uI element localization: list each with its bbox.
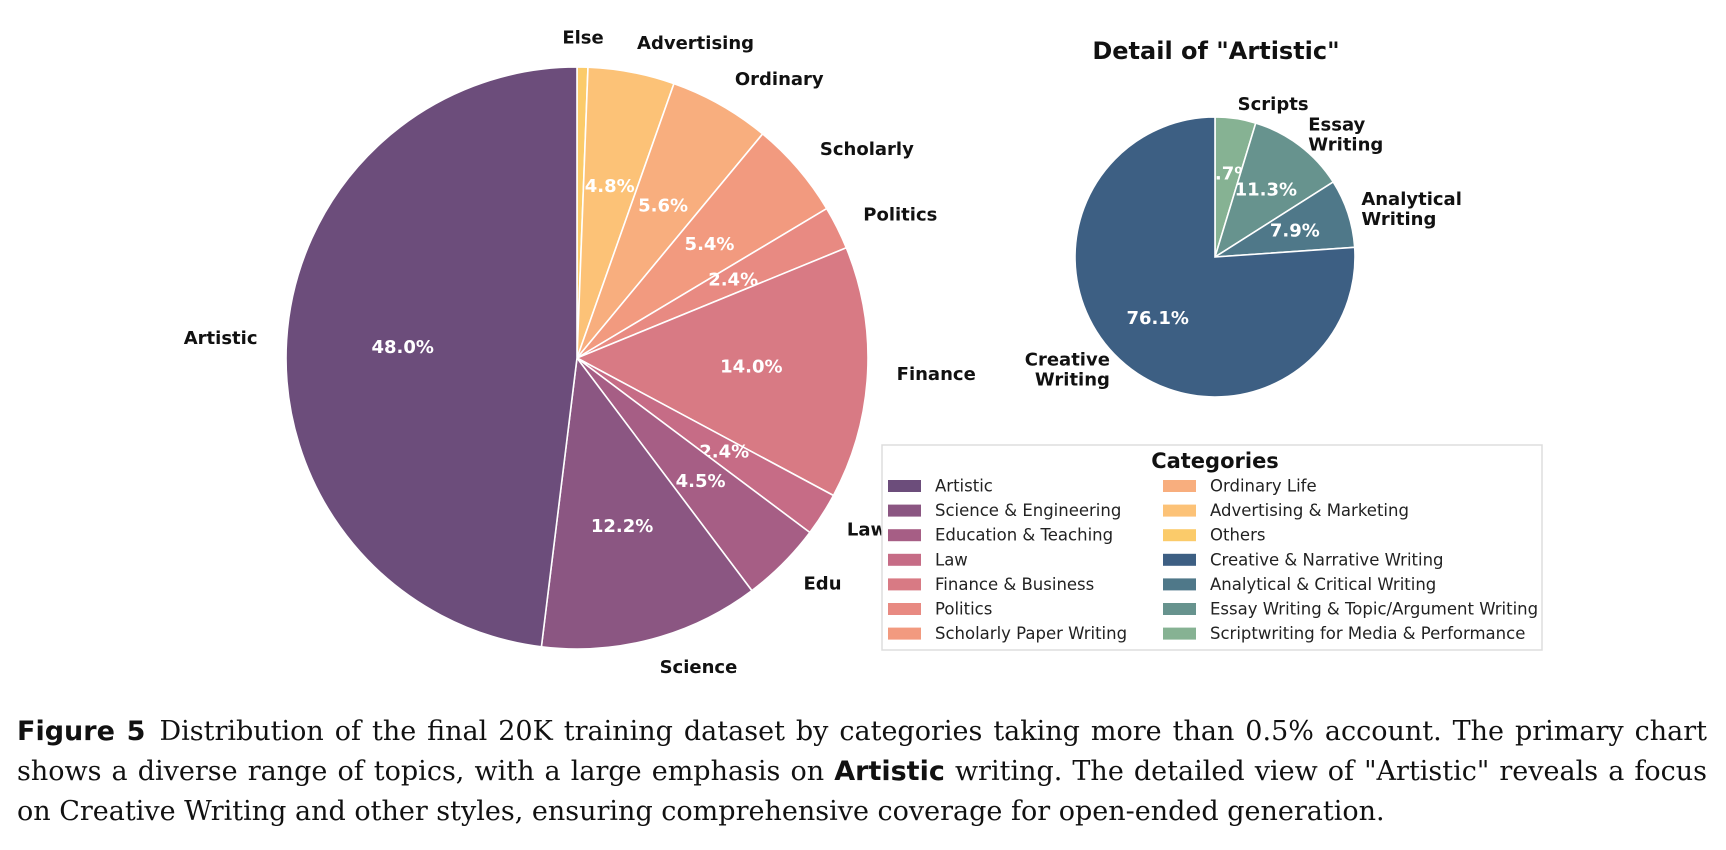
legend-label-scholarly-paper-writing: Scholarly Paper Writing [935, 624, 1127, 643]
pct-label-ordinary: 5.6% [638, 196, 688, 217]
legend-label-education-teaching: Education & Teaching [935, 526, 1113, 545]
figure-caption: Figure 5 Distribution of the final 20K tr… [17, 712, 1707, 832]
legend-label-politics: Politics [935, 600, 992, 619]
slice-label-analytical-writing: Analytical Writing [1361, 188, 1462, 229]
legend-label-advertising-marketing: Advertising & Marketing [1210, 501, 1409, 520]
pct-label-artistic: 48.0% [372, 337, 434, 358]
pie-slice-artistic [285, 66, 578, 648]
legend-swatch-analytical-critical-writing [1163, 578, 1196, 591]
slice-label-finance: Finance [897, 364, 976, 385]
caption-bold-word: Artistic [834, 756, 945, 787]
pie-slice-science [540, 355, 753, 650]
legend-label-creative-narrative-writing: Creative & Narrative Writing [1210, 550, 1444, 569]
slice-label-artistic: Artistic [184, 328, 258, 349]
pie-slice-finance [575, 246, 869, 497]
legend-swatch-scriptwriting-for-media-performance [1163, 627, 1196, 640]
slice-label-edu: Edu [804, 574, 842, 595]
figure-label: Figure 5 [17, 716, 146, 747]
pie-slice-essay-writing [1213, 122, 1335, 259]
slice-label-else: Else [562, 27, 603, 48]
pct-label-finance: 14.0% [720, 357, 782, 378]
legend-frame [881, 444, 1543, 651]
legend-swatch-advertising-marketing [1163, 504, 1196, 517]
legend-label-ordinary-life: Ordinary Life [1210, 477, 1317, 496]
pct-label-law: 2.4% [699, 441, 749, 462]
slice-label-scripts: Scripts [1238, 94, 1309, 115]
legend-label-science-engineering: Science & Engineering [935, 501, 1121, 520]
legend-label-artistic: Artistic [935, 477, 993, 496]
legend-label-law: Law [935, 550, 968, 569]
slice-label-ordinary: Ordinary [735, 69, 824, 90]
legend-swatch-scholarly-paper-writing [888, 627, 921, 640]
legend-label-scriptwriting-for-media-performance: Scriptwriting for Media & Performance [1210, 624, 1525, 643]
figure-canvas: Else Advertising 4.8% Ordinary 5.6% Scholarly… [184, 27, 1543, 678]
caption-text-2: writing. The detailed view of "Artistic"… [17, 756, 1707, 827]
pct-label-analytical-writing: 7.9% [1270, 220, 1320, 241]
legend-label-others: Others [1210, 526, 1265, 545]
legend-label-finance-business: Finance & Business [935, 575, 1094, 594]
legend-swatch-creative-narrative-writing [1163, 553, 1196, 566]
slice-label-advertising: Advertising [637, 33, 754, 54]
pct-label-scholarly: 5.4% [685, 234, 735, 255]
slice-label-creative-writing: Creative Writing [1025, 349, 1110, 390]
legend-swatch-ordinary-life [1163, 480, 1196, 492]
main-pie-chart: Else Advertising 4.8% Ordinary 5.6% Scholarly… [184, 27, 976, 677]
legend-swatch-science-engineering [888, 504, 921, 517]
legend-swatch-politics [888, 603, 921, 615]
slice-label-essay-writing: Essay Writing [1308, 114, 1383, 155]
legend-label-essay-writing-topic-argument-writing: Essay Writing & Topic/Argument Writing [1210, 600, 1538, 619]
legend-swatch-others [1163, 529, 1196, 542]
pct-label-creative-writing: 76.1% [1126, 308, 1188, 329]
legend: Categories Artistic Science & Engineering… [881, 444, 1543, 651]
legend-swatch-essay-writing-topic-argument-writing [1163, 603, 1196, 615]
detail-chart-title: Detail of "Artistic" [1092, 37, 1339, 65]
pct-label-politics: 2.4% [708, 269, 758, 290]
caption-text-1: Distribution of the final 20K training d… [17, 716, 1708, 787]
pct-label-advertising: 4.8% [585, 176, 635, 197]
legend-label-analytical-critical-writing: Analytical & Critical Writing [1210, 575, 1436, 594]
legend-swatch-education-teaching [888, 529, 921, 542]
pie-slice-creative-writing [1074, 116, 1356, 398]
legend-swatch-artistic [888, 480, 921, 492]
slice-label-scholarly: Scholarly [820, 139, 914, 160]
pct-label-edu: 4.5% [676, 471, 726, 492]
legend-swatch-finance-business [888, 578, 921, 591]
pct-label-science: 12.2% [591, 516, 653, 537]
slice-label-science: Science [660, 657, 738, 678]
legend-swatch-law [888, 553, 921, 566]
legend-title: Categories [1151, 449, 1279, 473]
slice-label-politics: Politics [863, 204, 937, 225]
slice-label-law: Law [847, 520, 887, 541]
pct-label-essay-writing: 11.3% [1235, 180, 1297, 201]
